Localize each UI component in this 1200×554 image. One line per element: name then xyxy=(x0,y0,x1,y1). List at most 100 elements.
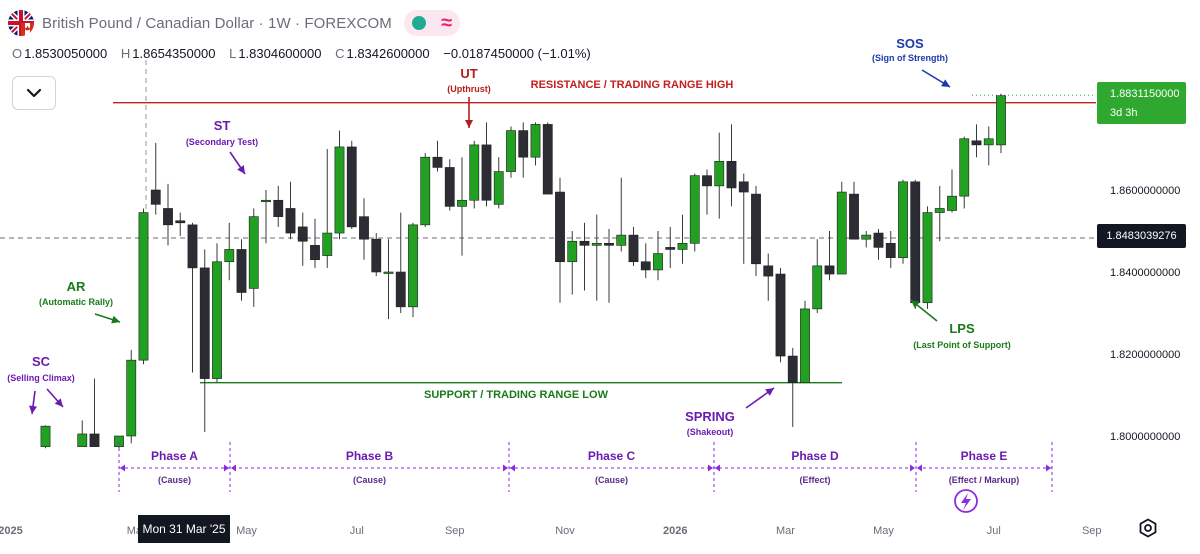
candle-body xyxy=(787,355,798,383)
candle-body xyxy=(934,208,945,213)
candle-body xyxy=(334,146,345,234)
candle-body xyxy=(947,195,957,211)
symbol-title[interactable]: British Pound / Canadian Dollar · 1W · F… xyxy=(42,14,392,32)
candle-body xyxy=(420,156,431,226)
x-tick-label: Jul xyxy=(987,525,1001,537)
y-tick-label: 1.8000000000 xyxy=(1110,431,1180,443)
candle-body xyxy=(89,433,100,447)
candle-body xyxy=(383,271,394,274)
phase-sub-label: (Effect) xyxy=(800,475,831,485)
phase-arrowhead xyxy=(1046,464,1051,472)
lps-arrow-head xyxy=(911,300,920,309)
phase-label: Phase E xyxy=(961,449,1008,463)
candle-body xyxy=(126,359,137,437)
candle-body xyxy=(971,140,982,146)
last-price-tag: 1.8831150000 3d 3h xyxy=(1097,82,1186,124)
status-pill[interactable]: ≈ xyxy=(403,10,460,36)
sc-title: SC xyxy=(32,354,51,369)
candle-body xyxy=(604,243,614,246)
lps-subtitle: (Last Point of Support) xyxy=(913,340,1010,350)
phase-arrowhead xyxy=(917,464,922,472)
candle-body xyxy=(481,144,492,201)
sos-title: SOS xyxy=(896,36,924,51)
high-value: 1.8654350000 xyxy=(132,46,216,61)
candle-body xyxy=(653,253,663,271)
candle-body xyxy=(40,425,51,447)
candle-body xyxy=(457,199,467,207)
low-value: 1.8304600000 xyxy=(238,46,322,61)
y-tick-label: 1.8200000000 xyxy=(1110,349,1180,361)
bar-countdown: 3d 3h xyxy=(1110,107,1138,119)
candle-body xyxy=(861,234,872,240)
crosshair-date-tag: Mon 31 Mar '25 xyxy=(138,515,230,543)
candle-body xyxy=(836,191,847,275)
candle-body xyxy=(346,146,357,228)
open-label: O xyxy=(12,46,23,61)
y-tick-label: 1.8600000000 xyxy=(1110,185,1180,197)
candle-body xyxy=(493,171,504,205)
st-title: ST xyxy=(214,118,231,133)
candle-body xyxy=(518,130,529,158)
candle-body xyxy=(702,175,712,187)
candle-body xyxy=(640,261,651,271)
candle-body xyxy=(150,189,161,205)
phase-sub-label: (Cause) xyxy=(595,475,628,485)
sc-subtitle: (Selling Climax) xyxy=(7,373,75,383)
phase-arrowhead xyxy=(708,464,713,472)
phase-arrowhead xyxy=(910,464,915,472)
phase-sub-label: (Cause) xyxy=(158,475,191,485)
candle-body xyxy=(187,224,198,269)
sc-arrow-1-head xyxy=(29,405,38,414)
lightning-bolt xyxy=(961,493,971,510)
candle-body xyxy=(628,234,639,263)
sos-arrow-head xyxy=(941,79,950,87)
change-value: −0.0187450000 (−1.01%) xyxy=(443,46,591,61)
candle-body xyxy=(579,240,590,246)
candle-body xyxy=(885,243,896,258)
candle-body xyxy=(812,265,823,310)
collapse-legend-button[interactable] xyxy=(12,76,56,110)
candle-body xyxy=(689,175,700,244)
chart-settings-icon[interactable] xyxy=(1138,518,1158,538)
candle-body xyxy=(297,226,308,242)
phase-arrowhead xyxy=(120,464,125,472)
st-subtitle: (Secondary Test) xyxy=(186,137,258,147)
candle-body xyxy=(236,249,247,293)
candle-body xyxy=(616,234,627,246)
candle-body xyxy=(248,216,259,289)
candle-body xyxy=(726,161,737,189)
candle-body xyxy=(738,181,749,193)
candle-body xyxy=(751,193,761,265)
x-tick-label: Nov xyxy=(555,525,575,537)
candle-body xyxy=(910,181,921,304)
candle-body xyxy=(261,199,271,203)
candle-body xyxy=(138,212,149,361)
y-tick-label: 1.8400000000 xyxy=(1110,267,1180,279)
ut-subtitle: (Upthrust) xyxy=(447,84,491,94)
phase-sub-label: (Cause) xyxy=(353,475,386,485)
candle-body xyxy=(714,161,725,187)
candle-body xyxy=(199,267,210,379)
candle-body xyxy=(114,435,124,447)
low-label: L xyxy=(229,46,237,61)
candle-body xyxy=(310,245,320,261)
candle-body xyxy=(922,212,933,304)
x-tick-label: 2026 xyxy=(663,525,687,537)
resistance-label: RESISTANCE / TRADING RANGE HIGH xyxy=(531,79,734,91)
x-tick-label: Jul xyxy=(350,525,364,537)
candle-body xyxy=(591,243,602,246)
candle-body xyxy=(677,243,688,250)
candle-body xyxy=(432,156,443,168)
candle-body xyxy=(212,261,222,379)
market-open-dot-icon xyxy=(411,16,426,30)
candle-body xyxy=(849,193,859,240)
lps-title: LPS xyxy=(949,321,975,336)
x-tick-label: Mar xyxy=(776,525,795,537)
candle-body xyxy=(395,271,406,308)
ar-title: AR xyxy=(67,279,86,294)
candle-body xyxy=(224,249,235,263)
chart-header: British Pound / Canadian Dollar · 1W · F… xyxy=(8,6,460,40)
phase-label: Phase D xyxy=(791,449,839,463)
candle-body xyxy=(77,433,88,447)
